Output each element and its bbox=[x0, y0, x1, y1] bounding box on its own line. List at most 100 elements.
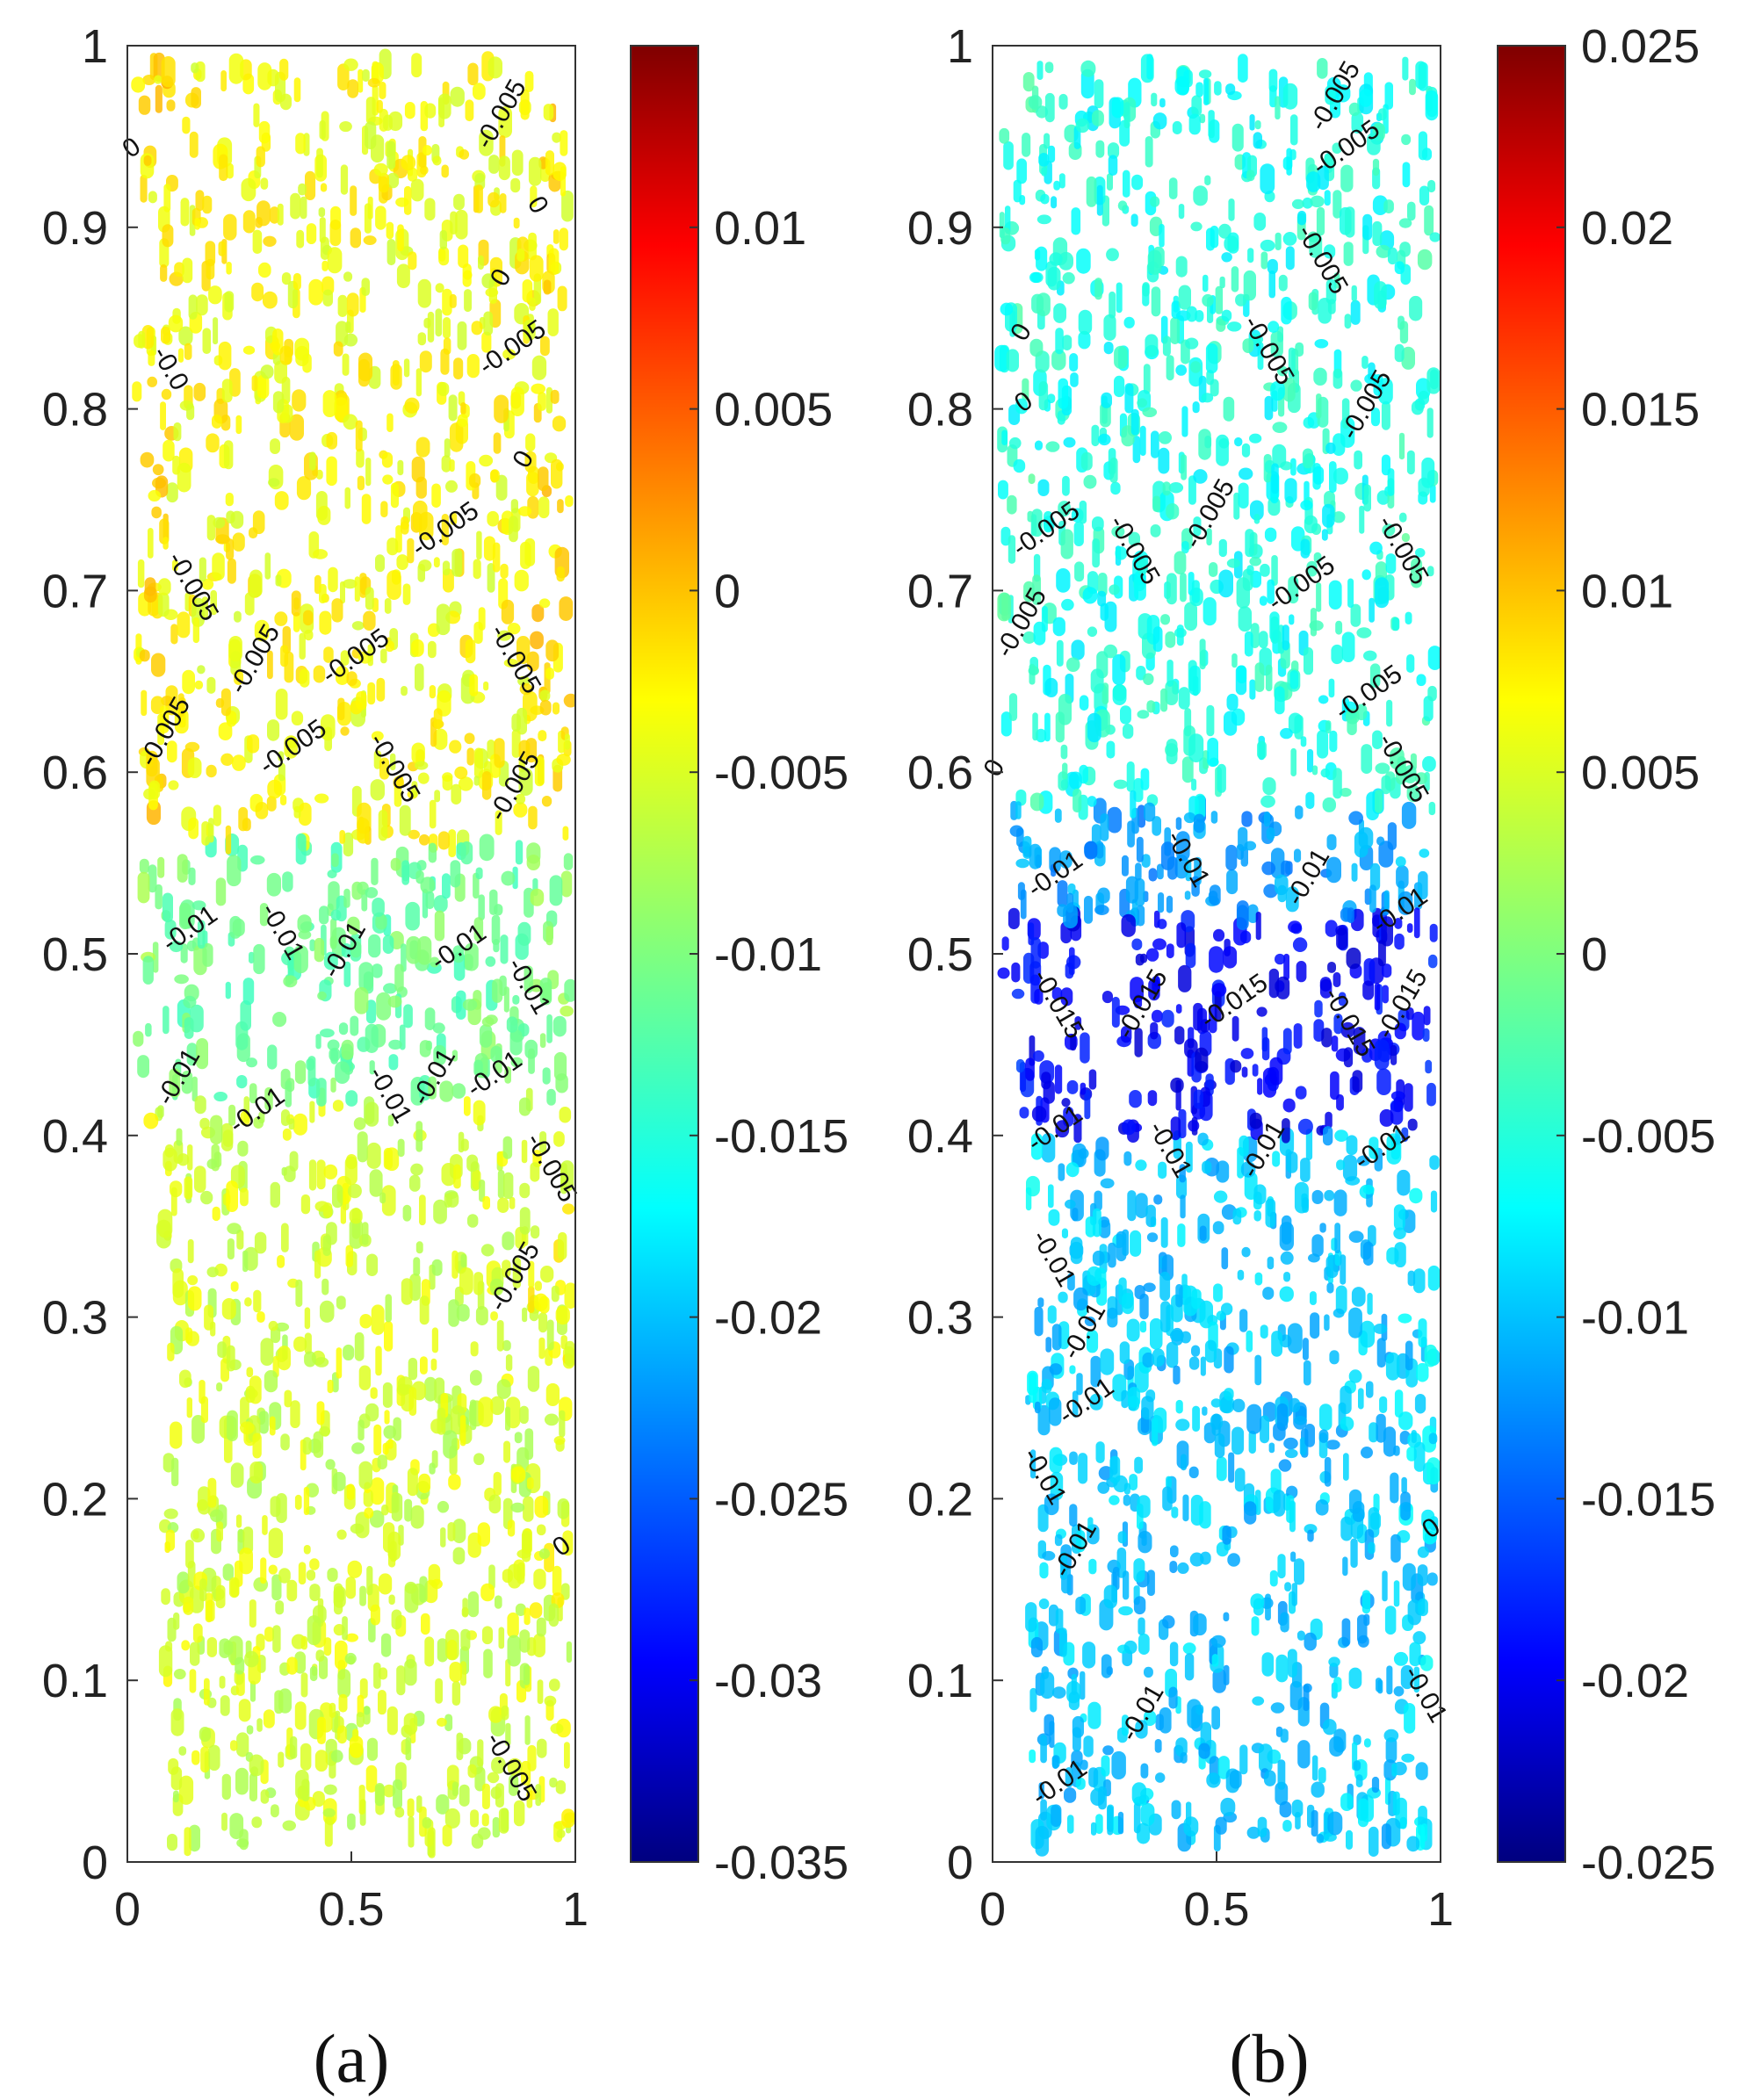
field-sample bbox=[1137, 559, 1148, 575]
field-sample bbox=[556, 566, 565, 582]
field-sample bbox=[441, 514, 449, 545]
field-sample bbox=[239, 1829, 249, 1851]
field-sample bbox=[378, 172, 389, 193]
field-sample bbox=[529, 1602, 543, 1619]
field-sample bbox=[994, 344, 1009, 372]
field-sample bbox=[545, 926, 553, 946]
field-sample bbox=[162, 892, 173, 923]
field-sample bbox=[1103, 644, 1118, 659]
field-sample bbox=[279, 93, 292, 111]
field-sample bbox=[1250, 1593, 1265, 1610]
field-sample bbox=[345, 1577, 356, 1599]
field-sample bbox=[357, 475, 365, 491]
field-sample bbox=[433, 557, 440, 568]
field-sample bbox=[477, 1827, 491, 1840]
field-sample bbox=[530, 1162, 540, 1182]
field-sample bbox=[305, 170, 316, 200]
field-sample bbox=[513, 217, 520, 229]
field-sample bbox=[1332, 190, 1342, 219]
field-sample bbox=[1286, 1495, 1295, 1524]
field-sample bbox=[456, 1303, 470, 1322]
field-sample bbox=[314, 1250, 321, 1279]
field-sample bbox=[206, 676, 216, 694]
field-sample bbox=[1221, 252, 1232, 263]
field-sample bbox=[516, 248, 525, 262]
field-sample bbox=[1221, 1247, 1229, 1270]
field-sample bbox=[1166, 660, 1174, 687]
field-sample bbox=[1404, 1703, 1416, 1734]
field-sample bbox=[1376, 1338, 1386, 1368]
field-sample bbox=[218, 341, 232, 371]
field-sample bbox=[1369, 597, 1375, 623]
field-sample bbox=[252, 510, 265, 535]
field-sample bbox=[1041, 167, 1048, 177]
field-sample bbox=[1199, 1225, 1207, 1241]
field-sample bbox=[1294, 1558, 1304, 1585]
field-sample bbox=[1304, 647, 1313, 675]
field-sample bbox=[242, 1526, 254, 1555]
field-sample bbox=[1160, 614, 1170, 625]
field-sample bbox=[1158, 892, 1165, 913]
field-sample bbox=[275, 689, 288, 720]
field-sample bbox=[282, 871, 293, 892]
field-sample bbox=[236, 1229, 244, 1250]
field-sample bbox=[345, 1633, 358, 1642]
field-sample bbox=[242, 210, 256, 234]
field-sample bbox=[1060, 744, 1068, 760]
field-sample bbox=[1260, 1324, 1268, 1339]
field-sample bbox=[1348, 811, 1363, 826]
field-sample bbox=[1282, 1028, 1292, 1055]
colorbar-tick-label: -0.035 bbox=[714, 1837, 849, 1889]
field-sample bbox=[449, 293, 457, 308]
field-sample bbox=[1139, 1293, 1149, 1320]
field-sample bbox=[494, 394, 509, 423]
field-sample bbox=[282, 1128, 292, 1141]
field-sample bbox=[454, 766, 468, 780]
field-sample bbox=[278, 1568, 291, 1584]
field-sample bbox=[560, 166, 566, 197]
field-sample bbox=[408, 829, 420, 840]
field-sample bbox=[1158, 447, 1170, 474]
field-sample bbox=[1198, 1743, 1210, 1759]
field-sample bbox=[1122, 1119, 1136, 1136]
field-sample bbox=[1295, 1811, 1301, 1829]
field-sample bbox=[1202, 1160, 1212, 1174]
field-sample bbox=[332, 1184, 343, 1209]
field-sample bbox=[1401, 801, 1417, 829]
field-sample bbox=[253, 103, 260, 127]
field-sample bbox=[249, 1083, 257, 1104]
field-sample bbox=[365, 1023, 379, 1053]
field-sample bbox=[1088, 1069, 1097, 1090]
field-sample bbox=[415, 663, 424, 691]
field-sample bbox=[181, 1071, 193, 1094]
field-sample bbox=[1134, 570, 1146, 601]
field-sample bbox=[428, 842, 437, 863]
field-sample bbox=[240, 1421, 255, 1435]
field-sample bbox=[1183, 1816, 1199, 1837]
field-sample bbox=[1429, 484, 1436, 503]
field-sample bbox=[442, 1824, 452, 1847]
field-sample bbox=[1348, 1369, 1362, 1383]
field-sample bbox=[560, 1006, 574, 1017]
field-sample bbox=[1146, 948, 1159, 962]
field-sample bbox=[1406, 653, 1415, 673]
field-sample bbox=[424, 1376, 437, 1402]
field-sample bbox=[1314, 339, 1329, 349]
field-sample bbox=[1390, 1091, 1405, 1101]
field-sample bbox=[1091, 1822, 1097, 1836]
field-sample bbox=[281, 1223, 289, 1252]
field-sample bbox=[388, 1039, 402, 1050]
field-sample bbox=[1296, 1630, 1305, 1641]
field-sample bbox=[1175, 1399, 1183, 1414]
field-sample bbox=[1316, 1833, 1324, 1844]
field-sample bbox=[251, 1816, 263, 1829]
field-sample bbox=[1413, 1441, 1426, 1472]
field-sample bbox=[268, 1320, 278, 1331]
x-tick-label: 1 bbox=[562, 1883, 589, 1936]
field-sample bbox=[433, 1044, 446, 1066]
field-sample bbox=[343, 961, 351, 987]
field-sample bbox=[320, 1300, 335, 1323]
field-sample bbox=[1424, 205, 1434, 236]
field-sample bbox=[394, 963, 404, 992]
field-sample bbox=[317, 1716, 326, 1744]
